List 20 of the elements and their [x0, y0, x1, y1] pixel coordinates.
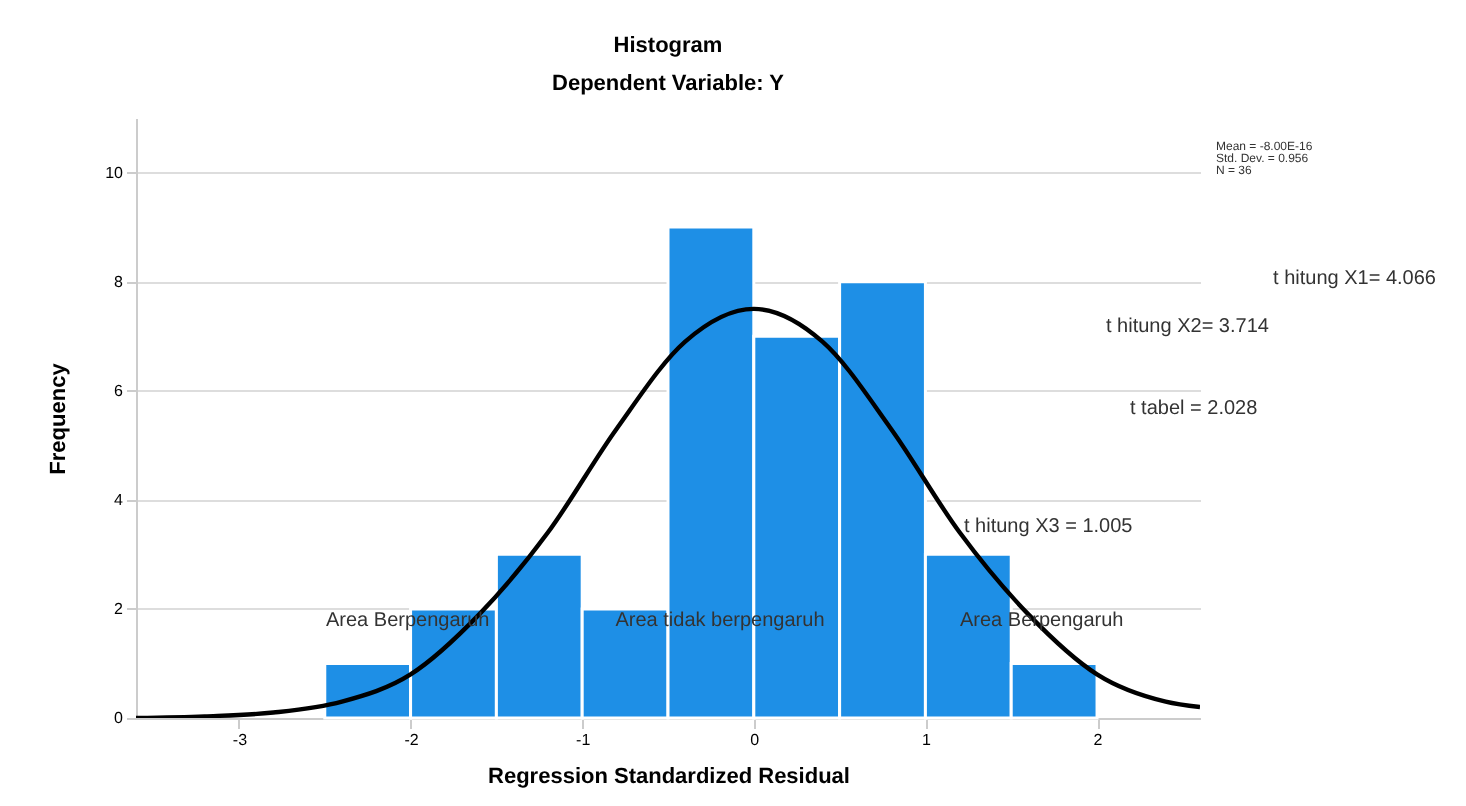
x-tick-label: 2 — [1093, 731, 1104, 749]
y-tick-label: 2 — [114, 599, 125, 618]
x-tick-label: -1 — [576, 731, 592, 749]
y-tick-label: 10 — [105, 163, 125, 182]
x-tick-label: 1 — [921, 731, 932, 749]
annotation: t hitung X3 = 1.005 — [964, 516, 1134, 538]
annotation: t hitung X2= 3.714 — [1106, 316, 1270, 338]
chart-subtitle: Dependent Variable: Y — [552, 72, 786, 96]
y-tick-label: 6 — [114, 381, 125, 400]
y-tick-label: 8 — [114, 272, 125, 291]
annotation: t tabel = 2.028 — [1130, 398, 1259, 420]
y-axis-title: Frequency — [47, 361, 72, 475]
text: t hitung X1= 4.066 — [1273, 268, 1437, 290]
y-tick-label: 4 — [114, 490, 125, 509]
y-tick-label: 0 — [114, 709, 125, 727]
x-axis-title: Regression Standardized Residual — [488, 765, 850, 789]
x-tick-label: -2 — [404, 731, 420, 749]
x-tick-label: 0 — [750, 731, 761, 749]
x-tick-label: -3 — [232, 731, 249, 749]
chart-title: Histogram — [613, 34, 723, 58]
